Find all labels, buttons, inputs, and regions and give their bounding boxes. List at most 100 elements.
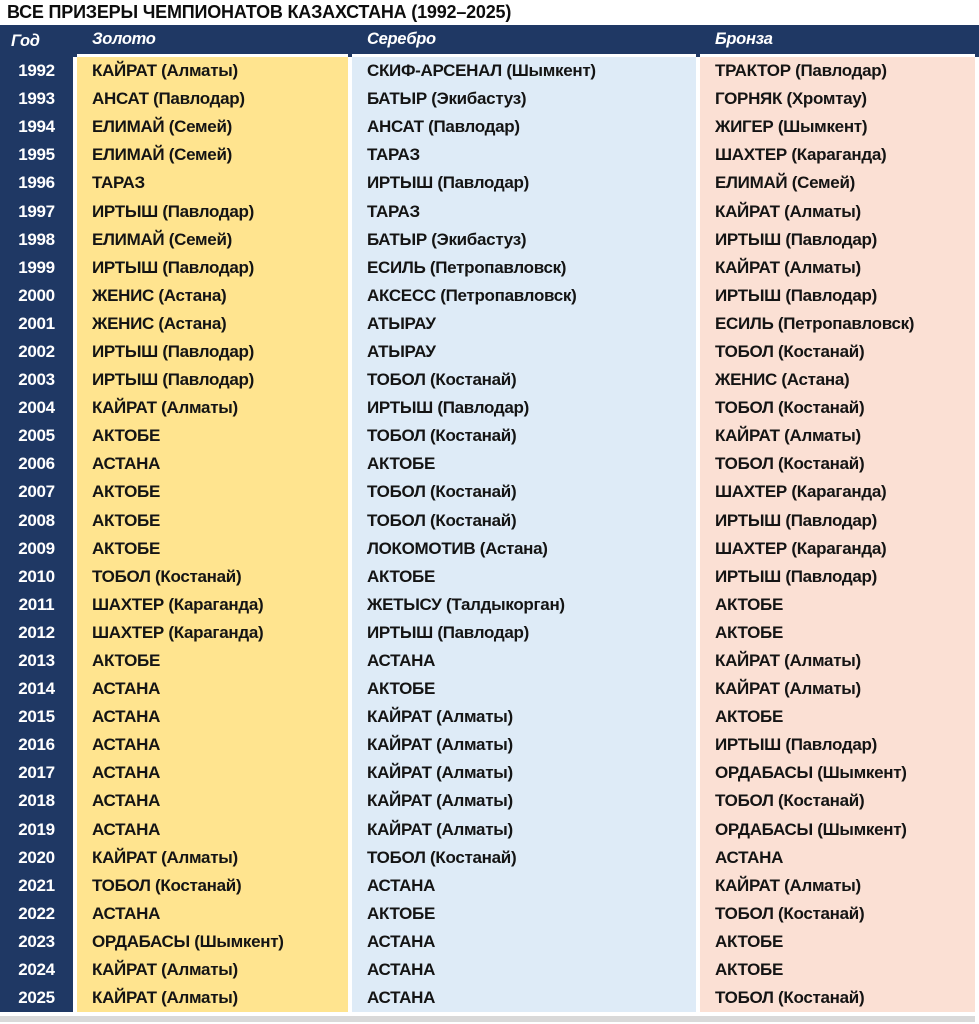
bronze-cell: ИРТЫШ (Павлодар): [700, 506, 975, 535]
bronze-cell: ИРТЫШ (Павлодар): [700, 225, 975, 254]
table-row: 2015 АСТАНА КАЙРАТ (Алматы) АКТОБЕ: [0, 703, 979, 732]
bronze-cell: КАЙРАТ (Алматы): [700, 253, 975, 282]
table-row: 2009 АКТОБЕ ЛОКОМОТИВ (Астана) ШАХТЕР (К…: [0, 534, 979, 563]
bronze-cell: ТОБОЛ (Костанай): [700, 394, 975, 423]
gold-cell: АСТАНА: [77, 759, 348, 788]
table-row: 1993 АНСАТ (Павлодар) БАТЫР (Экибастуз) …: [0, 85, 979, 114]
bronze-cell: АКТОБЕ: [700, 956, 975, 985]
page-title: ВСЕ ПРИЗЕРЫ ЧЕМПИОНАТОВ КАЗАХСТАНА (1992…: [7, 2, 512, 22]
bronze-cell: ИРТЫШ (Павлодар): [700, 562, 975, 591]
gold-cell: АКТОБЕ: [77, 646, 348, 676]
year-cell: 2024: [0, 956, 73, 985]
table-row: 2003 ИРТЫШ (Павлодар) ТОБОЛ (Костанай) Ж…: [0, 366, 979, 395]
bronze-cell: АКТОБЕ: [700, 927, 975, 956]
silver-cell: АСТАНА: [352, 646, 696, 676]
year-cell: 2017: [0, 759, 73, 788]
table-row: 2014 АСТАНА АКТОБЕ КАЙРАТ (Алматы): [0, 675, 979, 704]
year-cell: 1997: [0, 197, 73, 226]
gold-cell: КАЙРАТ (Алматы): [77, 843, 348, 872]
year-cell: 1992: [0, 57, 73, 86]
silver-cell: СКИФ-АРСЕНАЛ (Шымкент): [352, 57, 696, 86]
bronze-cell: КАЙРАТ (Алматы): [700, 646, 975, 676]
bronze-cell: АСТАНА: [700, 843, 975, 872]
year-cell: 2003: [0, 366, 73, 395]
silver-cell: ТОБОЛ (Костанай): [352, 506, 696, 535]
gold-cell: КАЙРАТ (Алматы): [77, 57, 348, 86]
table-row: 2017 АСТАНА КАЙРАТ (Алматы) ОРДАБАСЫ (Шы…: [0, 759, 979, 788]
table-row: 2019 АСТАНА КАЙРАТ (Алматы) ОРДАБАСЫ (Шы…: [0, 815, 979, 844]
table-row: 2004 КАЙРАТ (Алматы) ИРТЫШ (Павлодар) ТО…: [0, 394, 979, 423]
bronze-cell: ЕСИЛЬ (Петропавловск): [700, 309, 975, 338]
column-header-year: Год: [11, 31, 40, 50]
table-row: 2000 ЖЕНИС (Астана) АКСЕСС (Петропавловс…: [0, 281, 979, 310]
table-row: 2012 ШАХТЕР (Караганда) ИРТЫШ (Павлодар)…: [0, 618, 979, 647]
gold-cell: АСТАНА: [77, 703, 348, 732]
bronze-cell: ТОБОЛ (Костанай): [700, 899, 975, 928]
gold-cell: ИРТЫШ (Павлодар): [77, 253, 348, 282]
year-cell: 2007: [0, 478, 73, 507]
table-row: 2022 АСТАНА АКТОБЕ ТОБОЛ (Костанай): [0, 899, 979, 928]
year-cell: 2001: [0, 309, 73, 338]
gold-cell: КАЙРАТ (Алматы): [77, 394, 348, 423]
silver-cell: АКТОБЕ: [352, 899, 696, 928]
bronze-cell: ИРТЫШ (Павлодар): [700, 281, 975, 310]
year-cell: 2005: [0, 422, 73, 451]
silver-cell: АТЫРАУ: [352, 309, 696, 338]
gold-cell: АСТАНА: [77, 815, 348, 844]
silver-cell: АСТАНА: [352, 871, 696, 900]
silver-cell: ТАРАЗ: [352, 197, 696, 226]
table-row: 2016 АСТАНА КАЙРАТ (Алматы) ИРТЫШ (Павло…: [0, 731, 979, 760]
gold-cell: ИРТЫШ (Павлодар): [77, 197, 348, 226]
year-cell: 1996: [0, 169, 73, 198]
silver-cell: АСТАНА: [352, 956, 696, 985]
table-row: 2013 АКТОБЕ АСТАНА КАЙРАТ (Алматы): [0, 646, 979, 676]
year-cell: 1994: [0, 113, 73, 142]
silver-cell: ИРТЫШ (Павлодар): [352, 618, 696, 647]
silver-cell: КАЙРАТ (Алматы): [352, 703, 696, 732]
gold-cell: ШАХТЕР (Караганда): [77, 618, 348, 647]
silver-cell: АТЫРАУ: [352, 337, 696, 367]
year-cell: 2008: [0, 506, 73, 535]
table-row: 1997 ИРТЫШ (Павлодар) ТАРАЗ КАЙРАТ (Алма…: [0, 197, 979, 226]
table-row: 2005 АКТОБЕ ТОБОЛ (Костанай) КАЙРАТ (Алм…: [0, 422, 979, 451]
gold-cell: АСТАНА: [77, 731, 348, 760]
silver-cell: ЛОКОМОТИВ (Астана): [352, 534, 696, 563]
gold-cell: ЖЕНИС (Астана): [77, 281, 348, 310]
silver-cell: КАЙРАТ (Алматы): [352, 759, 696, 788]
gold-cell: КАЙРАТ (Алматы): [77, 956, 348, 985]
silver-cell: ТАРАЗ: [352, 141, 696, 170]
year-cell: 2000: [0, 281, 73, 310]
bronze-cell: ИРТЫШ (Павлодар): [700, 731, 975, 760]
table-row: 2006 АСТАНА АКТОБЕ ТОБОЛ (Костанай): [0, 450, 979, 479]
medals-table: Год Золото Серебро Бронза 1992 КАЙРАТ (А…: [0, 25, 979, 1013]
year-cell: 1995: [0, 141, 73, 170]
bronze-cell: ТОБОЛ (Костанай): [700, 984, 975, 1013]
bronze-cell: ТОБОЛ (Костанай): [700, 787, 975, 816]
silver-cell: ЖЕТЫСУ (Талдыкорган): [352, 590, 696, 619]
silver-cell: КАЙРАТ (Алматы): [352, 815, 696, 844]
bronze-cell: ТОБОЛ (Костанай): [700, 450, 975, 479]
gold-cell: АКТОБЕ: [77, 422, 348, 451]
gold-cell: ИРТЫШ (Павлодар): [77, 337, 348, 367]
silver-cell: АКТОБЕ: [352, 562, 696, 591]
gold-cell: АСТАНА: [77, 899, 348, 928]
gold-cell: КАЙРАТ (Алматы): [77, 984, 348, 1013]
bronze-cell: ГОРНЯК (Хромтау): [700, 85, 975, 114]
silver-cell: АНСАТ (Павлодар): [352, 113, 696, 142]
bronze-cell: АКТОБЕ: [700, 590, 975, 619]
year-cell: 2015: [0, 703, 73, 732]
table-row: 2002 ИРТЫШ (Павлодар) АТЫРАУ ТОБОЛ (Кост…: [0, 337, 979, 367]
gold-cell: ОРДАБАСЫ (Шымкент): [77, 927, 348, 956]
bronze-cell: ОРДАБАСЫ (Шымкент): [700, 759, 975, 788]
silver-cell: ТОБОЛ (Костанай): [352, 366, 696, 395]
year-cell: 2010: [0, 562, 73, 591]
year-cell: 1999: [0, 253, 73, 282]
year-cell: 2014: [0, 675, 73, 704]
year-cell: 2020: [0, 843, 73, 872]
bronze-cell: ШАХТЕР (Караганда): [700, 534, 975, 563]
table-row: 2010 ТОБОЛ (Костанай) АКТОБЕ ИРТЫШ (Павл…: [0, 562, 979, 591]
year-cell: 2009: [0, 534, 73, 563]
table-row: 2023 ОРДАБАСЫ (Шымкент) АСТАНА АКТОБЕ: [0, 927, 979, 956]
year-cell: 2006: [0, 450, 73, 479]
silver-cell: ТОБОЛ (Костанай): [352, 478, 696, 507]
